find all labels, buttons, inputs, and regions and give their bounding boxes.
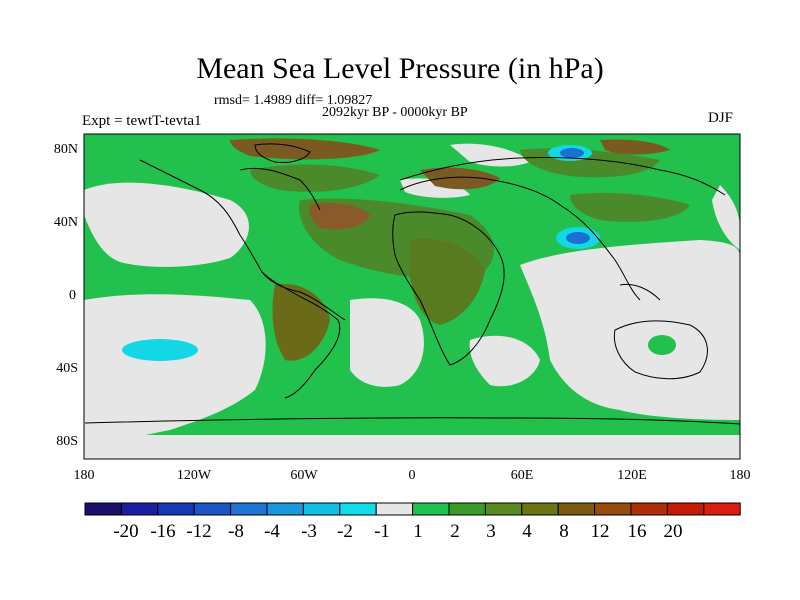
colorbar-box [521, 502, 559, 516]
colorbar-box [703, 502, 741, 516]
experiment-label: Expt = tewtT-tevta1 [82, 113, 202, 129]
africa-coast [392, 211, 505, 366]
south-america-coast [284, 291, 341, 399]
lon-label-0: 0 [408, 468, 416, 483]
colorbar-box [484, 502, 523, 516]
australia-positive [648, 335, 676, 355]
colorbar-box [339, 502, 377, 516]
colorbar-box [448, 502, 486, 516]
coastlines [84, 143, 740, 425]
lon-label-180e: 180 [729, 468, 751, 483]
colorbar-label: 3 [486, 521, 496, 542]
indonesia-coast [619, 283, 661, 301]
colorbar-label: -2 [337, 521, 353, 542]
south-pacific-low-anomaly [84, 294, 266, 445]
south-america-north-coast [261, 271, 346, 321]
colorbar-box [266, 502, 304, 516]
australia-coast [613, 320, 708, 380]
lon-label-60e: 60E [510, 468, 534, 483]
lat-label-80s: 80S [56, 434, 78, 449]
colorbar-label: -4 [264, 521, 280, 542]
north-pacific-low-anomaly [84, 182, 249, 267]
colorbar-box [302, 502, 341, 516]
colorbar-label: 1 [413, 521, 423, 542]
colorbar-label: -3 [301, 521, 317, 542]
colorbar-label: 16 [627, 521, 647, 542]
indian-pacific-low-anomaly [520, 240, 740, 420]
colorbar-label: -20 [113, 521, 139, 542]
colorbar-box [193, 502, 232, 516]
lat-label-40n: 40N [53, 215, 78, 230]
lon-label-120e: 120E [617, 468, 647, 483]
time-period: 2092kyr BP - 0000kyr BP [322, 105, 468, 120]
colorbar [84, 502, 741, 516]
south-atlantic-low-anomaly [350, 298, 424, 387]
map-frame [83, 133, 741, 460]
colorbar-label: -12 [186, 521, 212, 542]
colorbar-label: -16 [150, 521, 176, 542]
colorbar-box [230, 502, 268, 516]
colorbar-label: 8 [559, 521, 569, 542]
tibet-low-core [566, 232, 590, 244]
colorbar-box [84, 502, 122, 516]
south-indian-gray [469, 335, 540, 387]
colorbar-box [120, 502, 159, 516]
colorbar-box [630, 502, 668, 516]
greenland-coast [254, 143, 311, 163]
south-america-positive [272, 284, 330, 361]
colorbar-label: 12 [590, 521, 610, 542]
siberia-low-core [560, 148, 584, 158]
colorbar-label: -8 [228, 521, 244, 542]
lon-label-180w: 180 [73, 468, 95, 483]
colorbar-box [412, 502, 450, 516]
antarctic-low-anomaly [84, 435, 740, 459]
central-africa-positive [409, 238, 485, 325]
lon-label-120w: 120W [176, 468, 212, 483]
colorbar-label: -1 [374, 521, 390, 542]
eurasia-south-coast [399, 176, 641, 301]
colorbar-box [594, 502, 632, 516]
arctic-gray-patch [450, 143, 530, 167]
colorbar-box [666, 502, 705, 516]
colorbar-box [557, 502, 596, 516]
colorbar-box [157, 502, 195, 516]
lon-label-60w: 60W [290, 468, 318, 483]
map-field [84, 134, 740, 459]
colorbar-label: 4 [522, 521, 532, 542]
colorbar-box [375, 502, 414, 516]
map-title: Mean Sea Level Pressure (in hPa) [196, 52, 604, 85]
east-asia-positive [570, 193, 690, 222]
colorbar-label: 20 [663, 521, 683, 542]
north-atlantic-positive [250, 164, 380, 192]
colorbar-label: 2 [450, 521, 460, 542]
antarctica-coast [84, 417, 740, 425]
mediterranean-high [420, 167, 500, 190]
season-label: DJF [708, 110, 734, 126]
lat-label-40s: 40S [56, 361, 78, 376]
arctic-high [600, 139, 670, 155]
lat-label-80n: 80N [53, 142, 78, 157]
north-america-west-coast [139, 159, 293, 293]
eurasia-north-coast [399, 157, 726, 196]
south-pacific-low-core [122, 339, 198, 361]
atlantic-high-core [309, 203, 370, 230]
lat-label-eq: 0 [69, 288, 76, 303]
rmsd-diff-stats: rmsd= 1.4989 diff= 1.09827 [214, 93, 373, 108]
north-america-east-coast [239, 167, 321, 211]
north-pacific-east-gray [712, 185, 740, 250]
